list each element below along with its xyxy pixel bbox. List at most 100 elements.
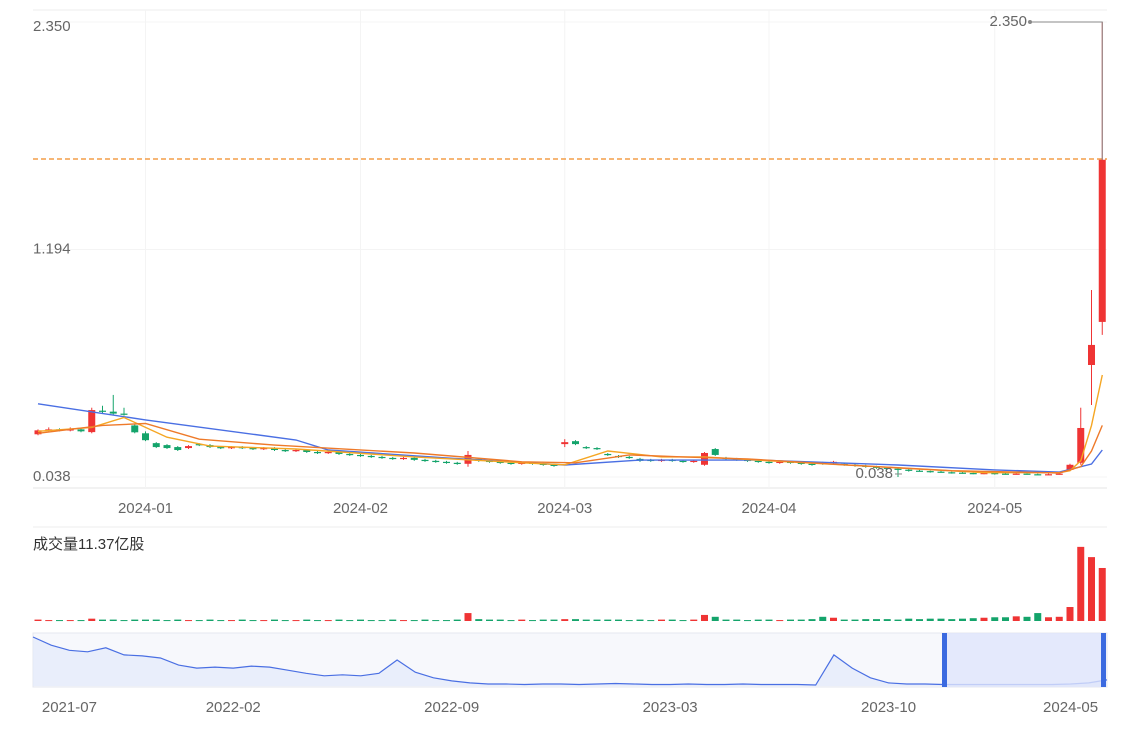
candle-body bbox=[400, 457, 407, 460]
moving-average-line bbox=[37, 374, 1103, 474]
navigator-handle-right[interactable] bbox=[1101, 633, 1106, 687]
volume-bar bbox=[529, 620, 536, 622]
volume-bar bbox=[711, 616, 719, 621]
volume-bar bbox=[1002, 617, 1009, 621]
volume-bar bbox=[550, 619, 558, 621]
volume-bar bbox=[1034, 613, 1042, 621]
candle-body bbox=[905, 469, 913, 471]
volume-bar bbox=[948, 619, 956, 621]
candle-body bbox=[883, 467, 891, 469]
volume-bar bbox=[787, 619, 794, 621]
volume-bar bbox=[959, 618, 966, 621]
navigator-handle-left[interactable] bbox=[942, 633, 947, 687]
candle-body bbox=[625, 456, 633, 459]
volume-bar bbox=[518, 619, 526, 621]
candle-body bbox=[410, 457, 418, 460]
volume-bar bbox=[969, 618, 977, 621]
candle-body bbox=[948, 472, 956, 474]
high-marker-line bbox=[1030, 21, 1103, 160]
volume-bar bbox=[346, 620, 354, 622]
volume-bar bbox=[830, 617, 837, 621]
volume-bar bbox=[894, 619, 902, 621]
volume-bar bbox=[679, 620, 687, 622]
navigator-area bbox=[33, 637, 1107, 686]
y-tick-label: 0.038 bbox=[33, 468, 71, 485]
candle-body bbox=[228, 447, 235, 449]
volume-bar bbox=[722, 619, 730, 621]
volume-bar bbox=[335, 619, 343, 621]
volume-bar bbox=[873, 619, 880, 621]
volume-bar bbox=[131, 619, 139, 621]
navigator-tick-label: 2021-07 bbox=[42, 699, 97, 716]
candle-body bbox=[572, 441, 579, 445]
volume-bar bbox=[77, 620, 85, 622]
volume-bar bbox=[916, 619, 923, 621]
candle-body bbox=[507, 462, 515, 465]
candle-body bbox=[174, 447, 182, 451]
volume-bar bbox=[539, 619, 547, 621]
candle-body bbox=[926, 471, 934, 473]
candle-body bbox=[249, 448, 257, 450]
candle-body bbox=[937, 471, 945, 473]
volume-bar bbox=[174, 619, 182, 621]
volume-bar bbox=[206, 619, 214, 621]
candle-body bbox=[195, 444, 203, 446]
volume-bar bbox=[496, 619, 504, 621]
candle-body bbox=[1098, 159, 1106, 322]
volume-bar bbox=[797, 619, 805, 621]
volume-bar bbox=[507, 620, 515, 622]
volume-bar bbox=[249, 620, 257, 622]
volume-bar bbox=[410, 620, 418, 622]
candle-body bbox=[131, 425, 139, 433]
volume-bar bbox=[851, 619, 859, 621]
candle-body bbox=[1088, 344, 1095, 366]
volume-bar bbox=[572, 619, 579, 621]
volume-bar bbox=[66, 620, 74, 622]
candle-body bbox=[88, 410, 96, 433]
volume-bar bbox=[926, 618, 934, 621]
volume-bar bbox=[324, 620, 332, 622]
volume-bar bbox=[561, 619, 569, 621]
volume-bar bbox=[421, 619, 429, 621]
x-tick-label: 2024-03 bbox=[537, 500, 592, 517]
candle-body bbox=[980, 473, 988, 475]
candle-body bbox=[969, 473, 977, 475]
volume-bar bbox=[45, 620, 53, 622]
volume-bar bbox=[464, 613, 472, 621]
volume-bar bbox=[400, 620, 407, 622]
candle-body bbox=[34, 430, 42, 435]
volume-bar bbox=[1045, 617, 1052, 621]
candle-body bbox=[1012, 473, 1020, 475]
volume-bar bbox=[378, 620, 386, 622]
volume-bar bbox=[1098, 567, 1106, 621]
moving-average-line bbox=[37, 422, 1103, 474]
candle-body bbox=[797, 462, 805, 465]
volume-bar bbox=[658, 619, 665, 621]
volume-bar bbox=[937, 618, 945, 621]
moving-average-line bbox=[37, 403, 1103, 473]
volume-bar bbox=[1077, 546, 1085, 621]
volume-bar bbox=[56, 620, 63, 622]
candle-body bbox=[335, 451, 343, 454]
navigator-line bbox=[32, 636, 1108, 686]
volume-bar bbox=[238, 619, 246, 621]
volume-bar bbox=[991, 617, 999, 621]
candle-body bbox=[152, 443, 160, 448]
candle-body bbox=[1034, 474, 1042, 476]
candle-body bbox=[77, 429, 85, 432]
volume-bar bbox=[303, 619, 311, 621]
candle-body bbox=[378, 456, 386, 459]
navigator-window[interactable] bbox=[945, 633, 1103, 687]
volume-bar bbox=[475, 619, 483, 621]
volume-bar bbox=[314, 620, 321, 622]
candle-body bbox=[453, 462, 461, 465]
volume-bar bbox=[453, 619, 461, 621]
volume-bar bbox=[367, 620, 375, 622]
volume-bar bbox=[357, 619, 364, 621]
volume-bar bbox=[271, 619, 278, 621]
volume-bar bbox=[1055, 616, 1063, 621]
volume-bar bbox=[636, 619, 644, 621]
volume-bar bbox=[980, 617, 988, 621]
candle-body bbox=[701, 452, 708, 465]
volume-bar bbox=[1023, 616, 1031, 621]
